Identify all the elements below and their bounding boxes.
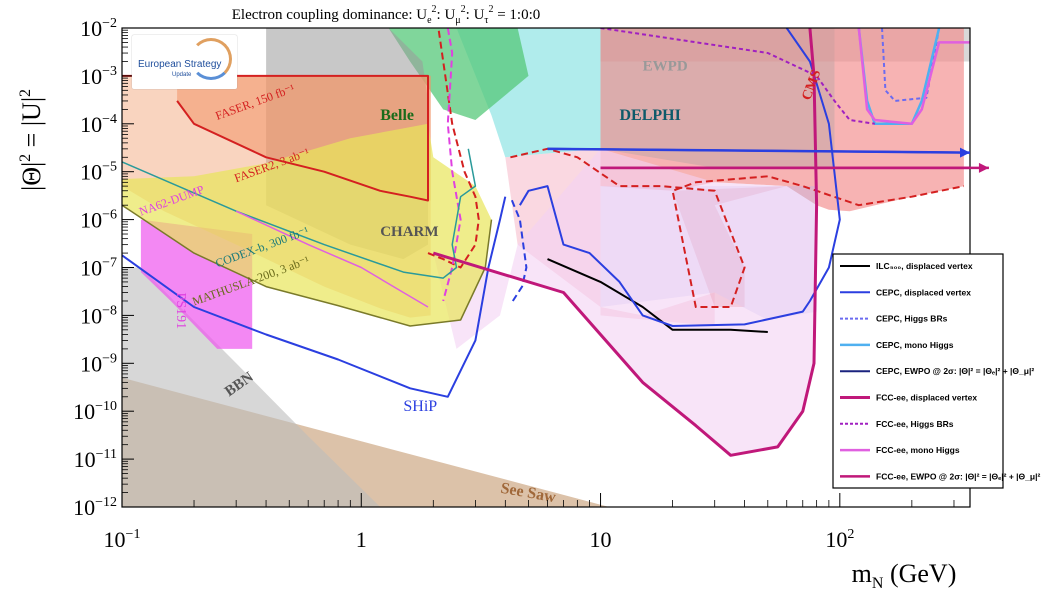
- logo-arc-icon: [190, 38, 232, 80]
- european-strategy-logo: European Strategy Update: [132, 35, 237, 89]
- x-axis-label: mN (GeV): [852, 559, 957, 592]
- logo-subtitle: Update: [172, 72, 192, 78]
- y-tick-label: 10−7: [80, 256, 117, 281]
- series-line-fcc-ee-higgs-brs: [600, 28, 875, 125]
- series-line-ilc-500-displaced-vertex: [547, 258, 768, 333]
- region-label-belle: Belle: [380, 107, 414, 124]
- y-tick-label: 10−10: [73, 399, 117, 424]
- contour-line-2: [442, 28, 462, 302]
- legend-label-7: FCC-ee, mono Higgs: [876, 445, 960, 455]
- contour-line-5: [122, 74, 429, 202]
- legend-label-4: CEPC, EWPO @ 2σ: |Θ|² = |Θₑ|² + |Θ_μ|²: [876, 366, 1034, 376]
- legend-label-8: FCC-ee, EWPO @ 2σ: |Θ|² = |Θₑ|² + |Θ_μ|²: [876, 471, 1040, 481]
- x-tick-label: 1: [356, 527, 367, 552]
- legend: ILC₅₀₀, displaced vertex CEPC, displaced …: [832, 253, 1040, 489]
- contour-line-7: [122, 204, 493, 327]
- legend-label-0: ILC₅₀₀, displaced vertex: [876, 261, 973, 271]
- region-label-ewpd: EWPD: [643, 58, 688, 74]
- y-axis-label: |Θ|2 = |U|2: [17, 89, 46, 191]
- legend-label-5: FCC-ee, displaced vertex: [876, 393, 977, 403]
- x-tick-label: 10−1: [104, 527, 141, 552]
- chart-title: Electron coupling dominance: Ue2: Uμ2: U…: [232, 4, 541, 26]
- y-tick-label: 10−8: [80, 303, 117, 328]
- y-tick-label: 10−4: [80, 112, 117, 137]
- region-label-charm: CHARM: [380, 224, 438, 240]
- arrow-line-0: [547, 147, 971, 154]
- region-label-ship: SHiP: [403, 398, 437, 415]
- region-mathusla-200-14: [122, 123, 492, 326]
- contour-line-4: [122, 196, 507, 398]
- y-tick-label: 10−2: [80, 16, 117, 41]
- series-line-fcc-ee-displaced-vertex: [432, 28, 819, 457]
- region-cms-7: [600, 28, 964, 212]
- series-line-fcc-ee-mono-higgs: [857, 28, 970, 126]
- region-label-ps191: PS191: [173, 293, 188, 330]
- region-fcc-ee-11: [433, 148, 817, 456]
- arrow-head-icon: [978, 162, 989, 173]
- legend-label-2: CEPC, Higgs BRs: [876, 314, 948, 324]
- contour-line-8: [235, 210, 429, 308]
- region-label-delphi: DELPHI: [619, 107, 680, 124]
- y-tick-label: 10−3: [80, 64, 117, 89]
- y-tick-label: 10−12: [73, 495, 117, 520]
- y-tick-label: 10−9: [80, 351, 117, 376]
- y-tick-label: 10−11: [74, 447, 117, 472]
- legend-label-3: CEPC, mono Higgs: [876, 340, 954, 350]
- region-bbn-1: [122, 267, 381, 507]
- series-line-cepc-displaced-vertex: [519, 28, 841, 327]
- y-tick-label: 10−5: [80, 160, 117, 185]
- arrow-head-icon: [960, 147, 970, 158]
- contour-line-3: [509, 196, 528, 302]
- region-delphi-6: [505, 148, 715, 326]
- region-belle-3: [388, 28, 529, 120]
- legend-label-1: CEPC, displaced vertex: [876, 287, 971, 297]
- contour-line-6: [122, 148, 477, 279]
- contour-line-1: [427, 28, 480, 269]
- y-axis: 10−2 10−3 10−4 10−5 10−6 10−7 10−8 10−9 10−10 10−…: [73, 16, 134, 520]
- x-tick-label: 10: [590, 527, 612, 552]
- legend-label-6: FCC-ee, Higgs BRs: [876, 419, 954, 429]
- contour-line-0: [510, 147, 965, 308]
- x-axis: 10−1 1 10 102: [104, 493, 955, 552]
- y-tick-label: 10−6: [80, 208, 117, 233]
- logo-title: European Strategy: [138, 59, 222, 70]
- x-tick-label: 102: [825, 527, 854, 552]
